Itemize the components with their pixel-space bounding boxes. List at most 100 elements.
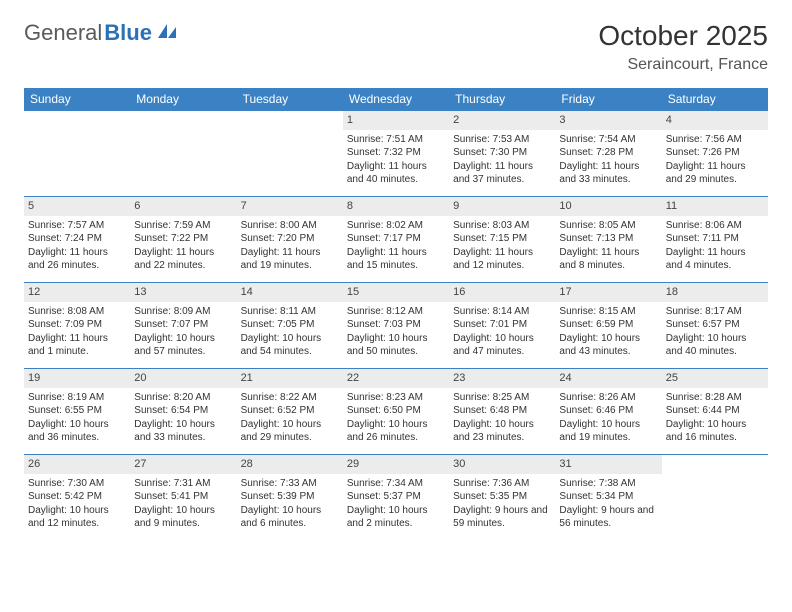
sunrise-line: Sunrise: 8:22 AM	[241, 391, 339, 405]
day-number: 14	[237, 283, 343, 302]
sunset-line: Sunset: 7:03 PM	[347, 318, 445, 332]
calendar-cell: 22Sunrise: 8:23 AMSunset: 6:50 PMDayligh…	[343, 368, 449, 454]
day-number: 25	[662, 369, 768, 388]
sunrise-line: Sunrise: 8:02 AM	[347, 219, 445, 233]
daylight-line: Daylight: 11 hours and 12 minutes.	[453, 246, 551, 273]
daylight-line: Daylight: 10 hours and 57 minutes.	[134, 332, 232, 359]
calendar-cell: 1Sunrise: 7:51 AMSunset: 7:32 PMDaylight…	[343, 110, 449, 196]
sunrise-line: Sunrise: 7:54 AM	[559, 133, 657, 147]
calendar-body: 1Sunrise: 7:51 AMSunset: 7:32 PMDaylight…	[24, 110, 768, 540]
daylight-line: Daylight: 11 hours and 22 minutes.	[134, 246, 232, 273]
sunrise-line: Sunrise: 8:25 AM	[453, 391, 551, 405]
daylight-line: Daylight: 9 hours and 59 minutes.	[453, 504, 551, 531]
sunset-line: Sunset: 6:48 PM	[453, 404, 551, 418]
calendar: SundayMondayTuesdayWednesdayThursdayFrid…	[24, 88, 768, 540]
calendar-cell: 13Sunrise: 8:09 AMSunset: 7:07 PMDayligh…	[130, 282, 236, 368]
sunset-line: Sunset: 7:09 PM	[28, 318, 126, 332]
day-number: 13	[130, 283, 236, 302]
sunset-line: Sunset: 7:17 PM	[347, 232, 445, 246]
daylight-line: Daylight: 11 hours and 1 minute.	[28, 332, 126, 359]
sunset-line: Sunset: 7:01 PM	[453, 318, 551, 332]
sunset-line: Sunset: 5:41 PM	[134, 490, 232, 504]
sunrise-line: Sunrise: 7:56 AM	[666, 133, 764, 147]
day-number: 15	[343, 283, 449, 302]
sunrise-line: Sunrise: 7:31 AM	[134, 477, 232, 491]
sunset-line: Sunset: 6:46 PM	[559, 404, 657, 418]
sunrise-line: Sunrise: 8:26 AM	[559, 391, 657, 405]
daylight-line: Daylight: 10 hours and 9 minutes.	[134, 504, 232, 531]
day-number: 31	[555, 455, 661, 474]
sunrise-line: Sunrise: 8:00 AM	[241, 219, 339, 233]
daylight-line: Daylight: 11 hours and 37 minutes.	[453, 160, 551, 187]
sunrise-line: Sunrise: 7:33 AM	[241, 477, 339, 491]
month-title: October 2025	[598, 20, 768, 52]
daylight-line: Daylight: 10 hours and 6 minutes.	[241, 504, 339, 531]
daylight-line: Daylight: 9 hours and 56 minutes.	[559, 504, 657, 531]
sunrise-line: Sunrise: 8:15 AM	[559, 305, 657, 319]
sunset-line: Sunset: 5:42 PM	[28, 490, 126, 504]
calendar-cell: 23Sunrise: 8:25 AMSunset: 6:48 PMDayligh…	[449, 368, 555, 454]
day-number: 9	[449, 197, 555, 216]
sunrise-line: Sunrise: 7:36 AM	[453, 477, 551, 491]
sunrise-line: Sunrise: 8:23 AM	[347, 391, 445, 405]
calendar-cell: 25Sunrise: 8:28 AMSunset: 6:44 PMDayligh…	[662, 368, 768, 454]
daylight-line: Daylight: 10 hours and 29 minutes.	[241, 418, 339, 445]
day-number: 10	[555, 197, 661, 216]
daylight-line: Daylight: 10 hours and 54 minutes.	[241, 332, 339, 359]
calendar-cell: 5Sunrise: 7:57 AMSunset: 7:24 PMDaylight…	[24, 196, 130, 282]
calendar-cell: 17Sunrise: 8:15 AMSunset: 6:59 PMDayligh…	[555, 282, 661, 368]
sunrise-line: Sunrise: 7:59 AM	[134, 219, 232, 233]
sunset-line: Sunset: 5:35 PM	[453, 490, 551, 504]
day-number: 18	[662, 283, 768, 302]
day-number: 27	[130, 455, 236, 474]
calendar-cell: 21Sunrise: 8:22 AMSunset: 6:52 PMDayligh…	[237, 368, 343, 454]
day-number: 16	[449, 283, 555, 302]
daylight-line: Daylight: 11 hours and 26 minutes.	[28, 246, 126, 273]
calendar-cell-empty	[237, 110, 343, 196]
calendar-cell: 14Sunrise: 8:11 AMSunset: 7:05 PMDayligh…	[237, 282, 343, 368]
sunset-line: Sunset: 7:28 PM	[559, 146, 657, 160]
weekday-header: Friday	[555, 88, 661, 110]
sunset-line: Sunset: 6:54 PM	[134, 404, 232, 418]
calendar-cell: 28 Sunrise: 7:33 AMSunset: 5:39 PMDayligh…	[237, 454, 343, 540]
sunrise-line: Sunrise: 7:51 AM	[347, 133, 445, 147]
sunset-line: Sunset: 5:39 PM	[241, 490, 339, 504]
daylight-line: Daylight: 10 hours and 40 minutes.	[666, 332, 764, 359]
calendar-cell: 11Sunrise: 8:06 AMSunset: 7:11 PMDayligh…	[662, 196, 768, 282]
calendar-cell: 20Sunrise: 8:20 AMSunset: 6:54 PMDayligh…	[130, 368, 236, 454]
sunset-line: Sunset: 5:37 PM	[347, 490, 445, 504]
weekday-header: Tuesday	[237, 88, 343, 110]
day-number: 6	[130, 197, 236, 216]
calendar-cell: 4Sunrise: 7:56 AMSunset: 7:26 PMDaylight…	[662, 110, 768, 196]
daylight-line: Daylight: 11 hours and 40 minutes.	[347, 160, 445, 187]
daylight-line: Daylight: 10 hours and 23 minutes.	[453, 418, 551, 445]
sunset-line: Sunset: 7:20 PM	[241, 232, 339, 246]
daylight-line: Daylight: 10 hours and 2 minutes.	[347, 504, 445, 531]
title-block: October 2025 Seraincourt, France	[598, 20, 768, 74]
sunset-line: Sunset: 7:24 PM	[28, 232, 126, 246]
sunrise-line: Sunrise: 8:05 AM	[559, 219, 657, 233]
sunrise-line: Sunrise: 8:19 AM	[28, 391, 126, 405]
day-number: 2	[449, 111, 555, 130]
day-number: 11	[662, 197, 768, 216]
sunset-line: Sunset: 7:13 PM	[559, 232, 657, 246]
day-number: 22	[343, 369, 449, 388]
sunrise-line: Sunrise: 7:38 AM	[559, 477, 657, 491]
sunrise-line: Sunrise: 8:08 AM	[28, 305, 126, 319]
day-number: 28	[237, 455, 343, 474]
sunrise-line: Sunrise: 8:28 AM	[666, 391, 764, 405]
day-number: 19	[24, 369, 130, 388]
sunset-line: Sunset: 7:07 PM	[134, 318, 232, 332]
day-number: 20	[130, 369, 236, 388]
sunset-line: Sunset: 7:22 PM	[134, 232, 232, 246]
calendar-cell: 12Sunrise: 8:08 AMSunset: 7:09 PMDayligh…	[24, 282, 130, 368]
daylight-line: Daylight: 11 hours and 8 minutes.	[559, 246, 657, 273]
day-number: 24	[555, 369, 661, 388]
daylight-line: Daylight: 10 hours and 36 minutes.	[28, 418, 126, 445]
calendar-cell: 31 Sunrise: 7:38 AMSunset: 5:34 PMDayligh…	[555, 454, 661, 540]
logo-sail-icon	[156, 22, 178, 45]
sunrise-line: Sunrise: 8:03 AM	[453, 219, 551, 233]
sunset-line: Sunset: 5:34 PM	[559, 490, 657, 504]
daylight-line: Daylight: 10 hours and 47 minutes.	[453, 332, 551, 359]
sunset-line: Sunset: 7:15 PM	[453, 232, 551, 246]
